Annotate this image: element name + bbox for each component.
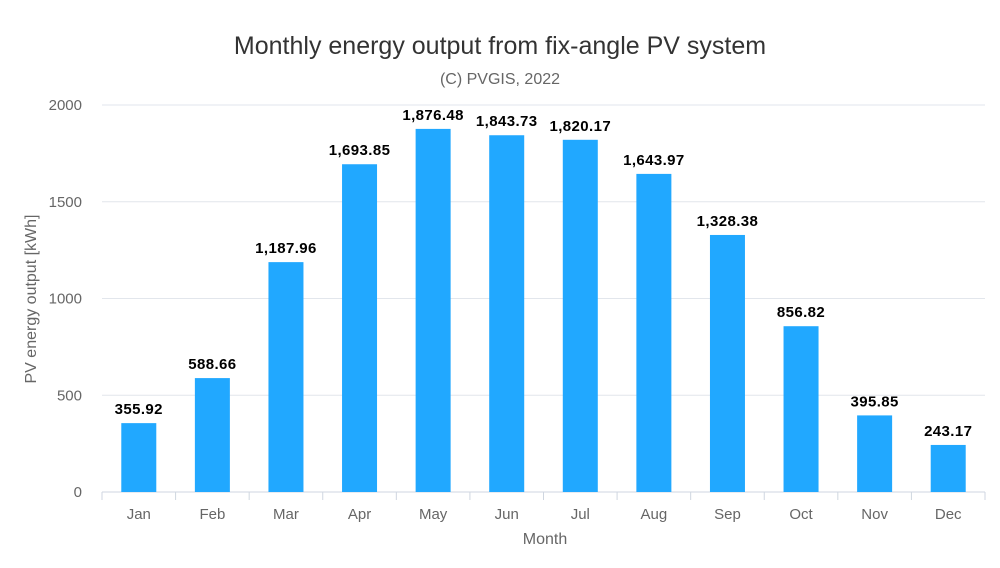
x-tick-label-oct: Oct: [789, 506, 813, 523]
data-label-oct: 856.82: [777, 304, 825, 321]
y-tick-label: 1500: [49, 194, 82, 211]
data-label-apr: 1,693.85: [329, 142, 391, 159]
x-tick-label-mar: Mar: [273, 506, 299, 523]
x-tick-label-jan: Jan: [127, 506, 151, 523]
chart-title: Monthly energy output from fix-angle PV …: [234, 32, 766, 60]
data-label-sep: 1,328.38: [697, 213, 759, 230]
x-tick-label-may: May: [419, 506, 448, 523]
bar-mar: [268, 262, 304, 492]
bar-sep: [709, 234, 745, 492]
chart-subtitle: (C) PVGIS, 2022: [440, 71, 560, 88]
y-axis-label: PV energy output [kWh]: [23, 215, 40, 384]
bar-jun: [489, 135, 525, 492]
y-tick-label: 0: [74, 484, 82, 501]
data-label-jan: 355.92: [115, 401, 163, 418]
data-label-feb: 588.66: [188, 356, 236, 373]
x-tick-label-nov: Nov: [861, 506, 888, 523]
bar-dec: [930, 444, 966, 492]
x-tick-label-jul: Jul: [571, 506, 590, 523]
bar-feb: [194, 378, 230, 492]
bar-apr: [342, 164, 378, 492]
y-tick-label: 2000: [49, 97, 82, 114]
data-label-jun: 1,843.73: [476, 113, 538, 130]
x-tick-label-dec: Dec: [935, 506, 962, 523]
x-tick-label-jun: Jun: [495, 506, 519, 523]
x-tick-label-apr: Apr: [348, 506, 371, 523]
bar-oct: [783, 326, 819, 492]
x-tick-label-feb: Feb: [199, 506, 225, 523]
x-axis-label: Month: [523, 531, 567, 548]
x-tick-label-sep: Sep: [714, 506, 741, 523]
x-tick-label-aug: Aug: [641, 506, 668, 523]
x-axis-ticks: Jan Feb Mar Apr May Jun Jul Aug Sep Oct Nov Dec: [127, 506, 962, 523]
data-label-aug: 1,643.97: [623, 152, 685, 169]
data-label-may: 1,876.48: [402, 107, 464, 124]
data-label-nov: 395.85: [850, 393, 898, 410]
bar-jan: [121, 423, 157, 492]
data-label-mar: 1,187.96: [255, 240, 317, 257]
bar-may: [415, 128, 451, 492]
bar-aug: [636, 173, 672, 493]
bar-jul: [562, 139, 598, 492]
data-label-jul: 1,820.17: [549, 118, 611, 135]
grid-layer: [101, 104, 986, 500]
data-label-dec: 243.17: [924, 423, 972, 440]
y-tick-label: 500: [57, 387, 82, 404]
bar-nov: [857, 415, 893, 492]
y-tick-label: 1000: [49, 291, 82, 308]
y-axis-ticks: 0 500 1000 1500 2000: [49, 97, 82, 501]
bar-series: [121, 128, 966, 493]
data-labels: 355.92 588.66 1,187.96 1,693.85 1,876.48 1,84…: [115, 107, 972, 440]
